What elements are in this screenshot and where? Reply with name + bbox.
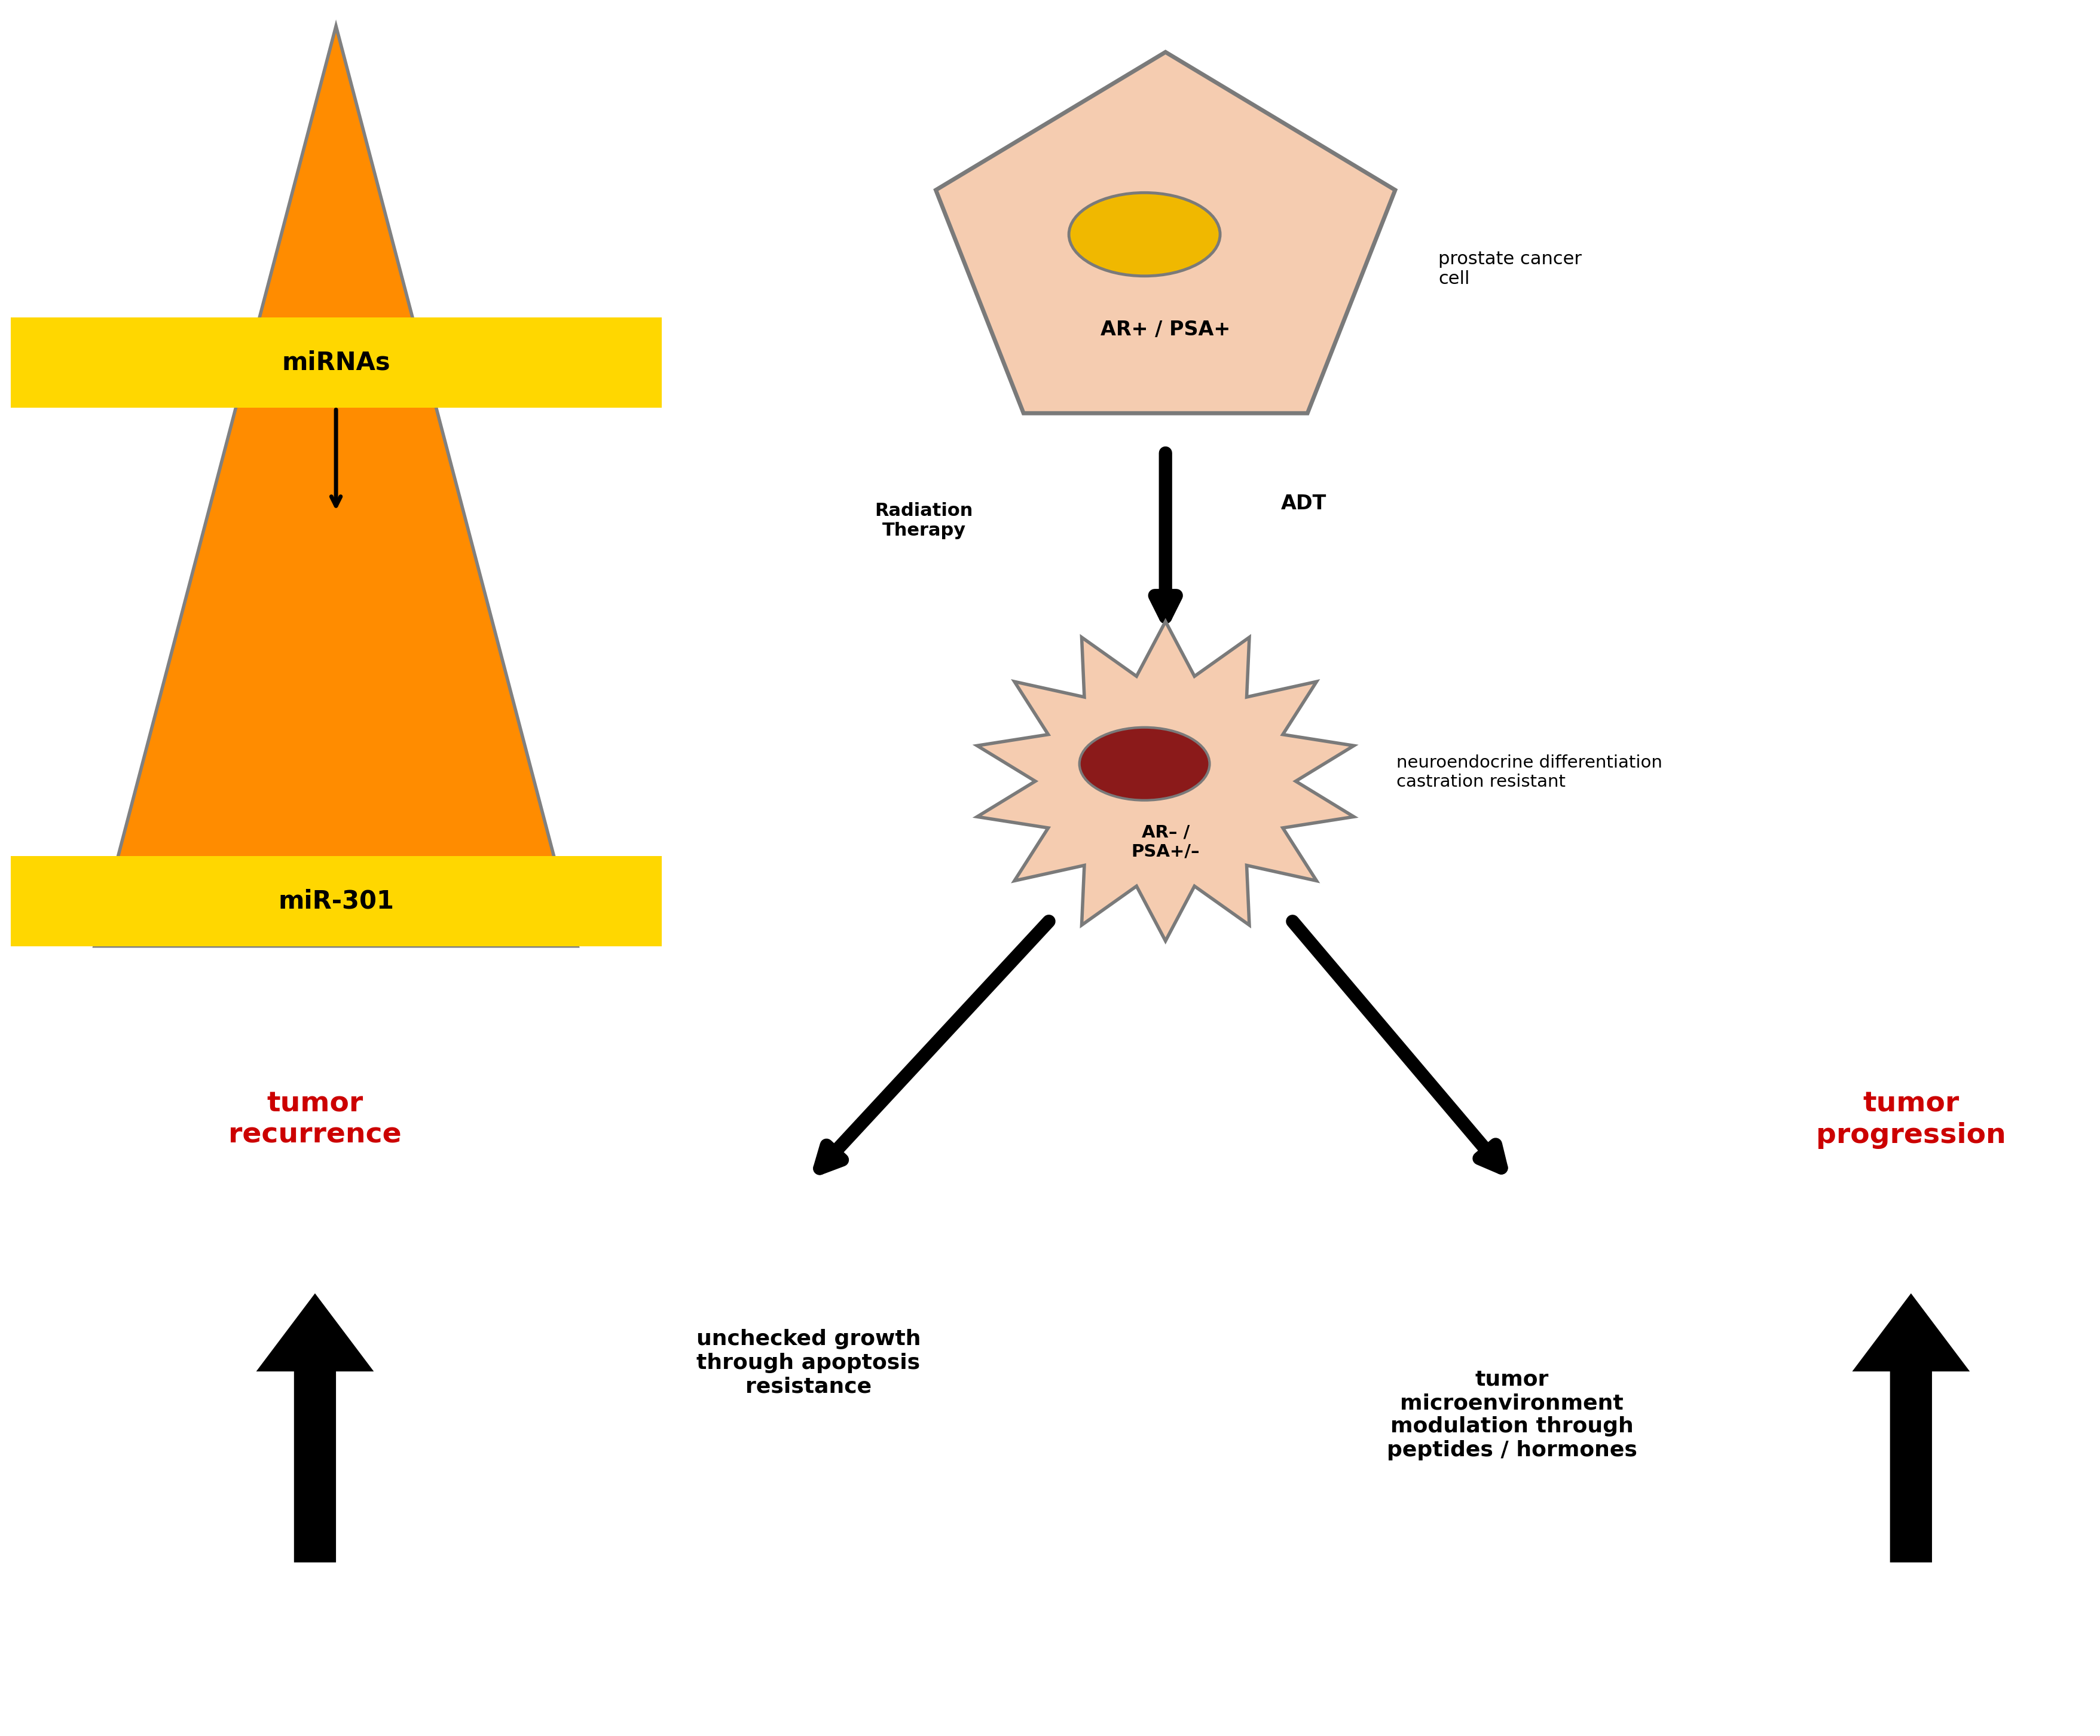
Text: tumor
progression: tumor progression — [1816, 1090, 2006, 1149]
Text: tumor
microenvironment
modulation through
peptides / hormones: tumor microenvironment modulation throug… — [1386, 1370, 1638, 1460]
Polygon shape — [1852, 1293, 1970, 1562]
Text: neuroendocrine differentiation
castration resistant: neuroendocrine differentiation castratio… — [1396, 755, 1663, 790]
Text: miRNAs: miRNAs — [281, 351, 391, 375]
Text: AR– /
PSA+/–: AR– / PSA+/– — [1132, 825, 1199, 859]
FancyBboxPatch shape — [10, 318, 662, 408]
Ellipse shape — [1069, 193, 1220, 276]
Text: unchecked growth
through apoptosis
resistance: unchecked growth through apoptosis resis… — [697, 1330, 920, 1396]
Ellipse shape — [1079, 727, 1210, 800]
Text: miR-301: miR-301 — [277, 889, 395, 913]
Text: AR+ / PSA+: AR+ / PSA+ — [1100, 319, 1231, 340]
Text: tumor
recurrence: tumor recurrence — [229, 1090, 401, 1149]
Polygon shape — [976, 621, 1354, 941]
Text: prostate cancer
cell: prostate cancer cell — [1438, 250, 1581, 288]
Text: Radiation
Therapy: Radiation Therapy — [876, 502, 972, 540]
Polygon shape — [94, 26, 578, 946]
Polygon shape — [937, 52, 1394, 413]
Polygon shape — [256, 1293, 374, 1562]
FancyBboxPatch shape — [10, 856, 662, 946]
Text: ADT: ADT — [1281, 493, 1327, 514]
